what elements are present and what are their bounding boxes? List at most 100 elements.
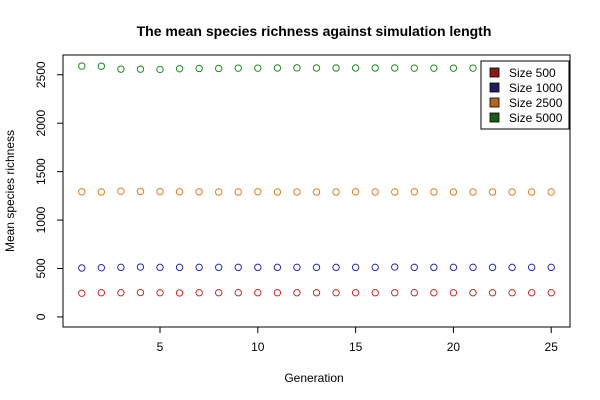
data-point-size-2500 (195, 188, 203, 196)
data-point-size-1000 (136, 263, 145, 271)
data-point-size-1000 (332, 263, 340, 272)
data-point-size-1000 (488, 263, 497, 272)
data-point-size-2500 (410, 188, 419, 196)
data-point-size-500 (117, 289, 125, 297)
data-point-size-5000 (78, 62, 86, 70)
data-point-size-1000 (449, 263, 458, 272)
data-point-size-2500 (78, 188, 86, 196)
legend-label: Size 5000 (509, 111, 563, 125)
data-point-size-5000 (351, 64, 360, 72)
data-point-size-2500 (508, 188, 516, 196)
data-point-size-5000 (156, 65, 164, 74)
legend-label: Size 2500 (509, 96, 563, 110)
data-point-size-500 (351, 289, 360, 297)
data-point-size-1000 (312, 263, 321, 272)
data-point-size-2500 (156, 187, 164, 196)
data-point-size-1000 (371, 263, 379, 272)
data-point-size-2500 (97, 188, 106, 196)
data-point-size-2500 (391, 188, 399, 196)
chart-title: The mean species richness against simula… (137, 23, 492, 39)
data-point-size-5000 (136, 65, 145, 73)
data-point-size-2500 (136, 187, 145, 196)
data-point-size-500 (508, 289, 516, 297)
data-point-size-500 (214, 289, 223, 297)
data-point-size-2500 (449, 188, 458, 196)
data-point-size-5000 (469, 64, 477, 72)
data-point-size-1000 (293, 263, 301, 272)
data-point-size-500 (293, 289, 301, 297)
data-point-size-1000 (351, 263, 360, 272)
data-point-size-2500 (371, 188, 379, 196)
data-point-size-2500 (332, 188, 340, 196)
data-point-size-500 (527, 289, 536, 297)
data-point-size-2500 (175, 188, 184, 196)
data-point-size-2500 (469, 188, 477, 196)
data-point-size-500 (332, 289, 340, 297)
data-point-size-500 (136, 288, 145, 297)
data-point-size-2500 (214, 188, 223, 196)
data-point-size-1000 (547, 263, 555, 272)
data-point-size-1000 (410, 263, 419, 272)
legend-swatch (489, 82, 500, 93)
data-point-size-500 (254, 289, 262, 297)
x-tick-label: 5 (157, 340, 164, 354)
data-point-size-1000 (175, 263, 184, 272)
data-point-size-1000 (78, 264, 86, 272)
legend-label: Size 500 (509, 66, 556, 80)
legend-swatch (489, 97, 500, 108)
data-point-size-5000 (273, 64, 282, 72)
data-point-size-5000 (410, 64, 419, 72)
data-point-size-5000 (214, 64, 223, 73)
data-point-size-500 (312, 289, 321, 297)
data-point-size-2500 (117, 187, 125, 195)
data-point-size-500 (449, 289, 458, 297)
data-point-size-1000 (156, 263, 164, 272)
data-point-size-500 (195, 289, 203, 297)
data-point-size-2500 (273, 188, 282, 196)
y-tick-label: 2500 (34, 61, 48, 88)
data-point-size-5000 (332, 64, 340, 72)
legend-swatch (489, 67, 500, 78)
data-point-size-500 (488, 289, 497, 297)
data-point-size-1000 (430, 263, 438, 272)
data-point-size-2500 (430, 188, 438, 196)
x-tick-label: 10 (251, 340, 265, 354)
x-tick-label: 15 (349, 340, 363, 354)
data-point-size-1000 (273, 263, 282, 272)
data-point-size-5000 (254, 64, 262, 72)
y-tick-label: 500 (34, 258, 48, 278)
legend-label: Size 1000 (509, 81, 563, 95)
data-point-size-500 (97, 289, 106, 297)
data-point-size-5000 (391, 64, 399, 72)
data-point-size-1000 (97, 264, 106, 272)
y-axis-label: Mean species richness (3, 130, 17, 252)
data-point-size-2500 (351, 188, 360, 196)
data-point-size-500 (547, 289, 555, 297)
data-point-size-1000 (117, 263, 125, 272)
x-axis-label: Generation (284, 371, 343, 385)
data-point-size-2500 (254, 188, 262, 196)
data-point-size-1000 (469, 263, 477, 272)
data-point-size-1000 (508, 263, 516, 272)
data-point-size-2500 (488, 188, 497, 196)
data-point-size-5000 (175, 65, 184, 73)
data-point-size-500 (469, 289, 477, 297)
data-point-size-500 (78, 289, 86, 297)
y-tick-label: 1500 (34, 158, 48, 185)
data-point-size-2500 (527, 188, 536, 196)
data-point-size-5000 (293, 64, 301, 72)
y-axis: 0 500 1000 1500 2000 2500 (34, 61, 63, 320)
y-tick-label: 2000 (34, 110, 48, 137)
data-point-size-500 (410, 289, 419, 297)
data-point-size-5000 (195, 64, 203, 73)
data-point-size-5000 (312, 64, 321, 72)
data-point-size-1000 (391, 263, 399, 271)
data-point-size-2500 (547, 188, 555, 196)
data-point-size-5000 (371, 64, 379, 72)
data-point-size-5000 (430, 64, 438, 72)
data-point-size-500 (391, 289, 399, 297)
data-point-size-5000 (449, 64, 458, 72)
data-point-size-500 (234, 289, 242, 297)
